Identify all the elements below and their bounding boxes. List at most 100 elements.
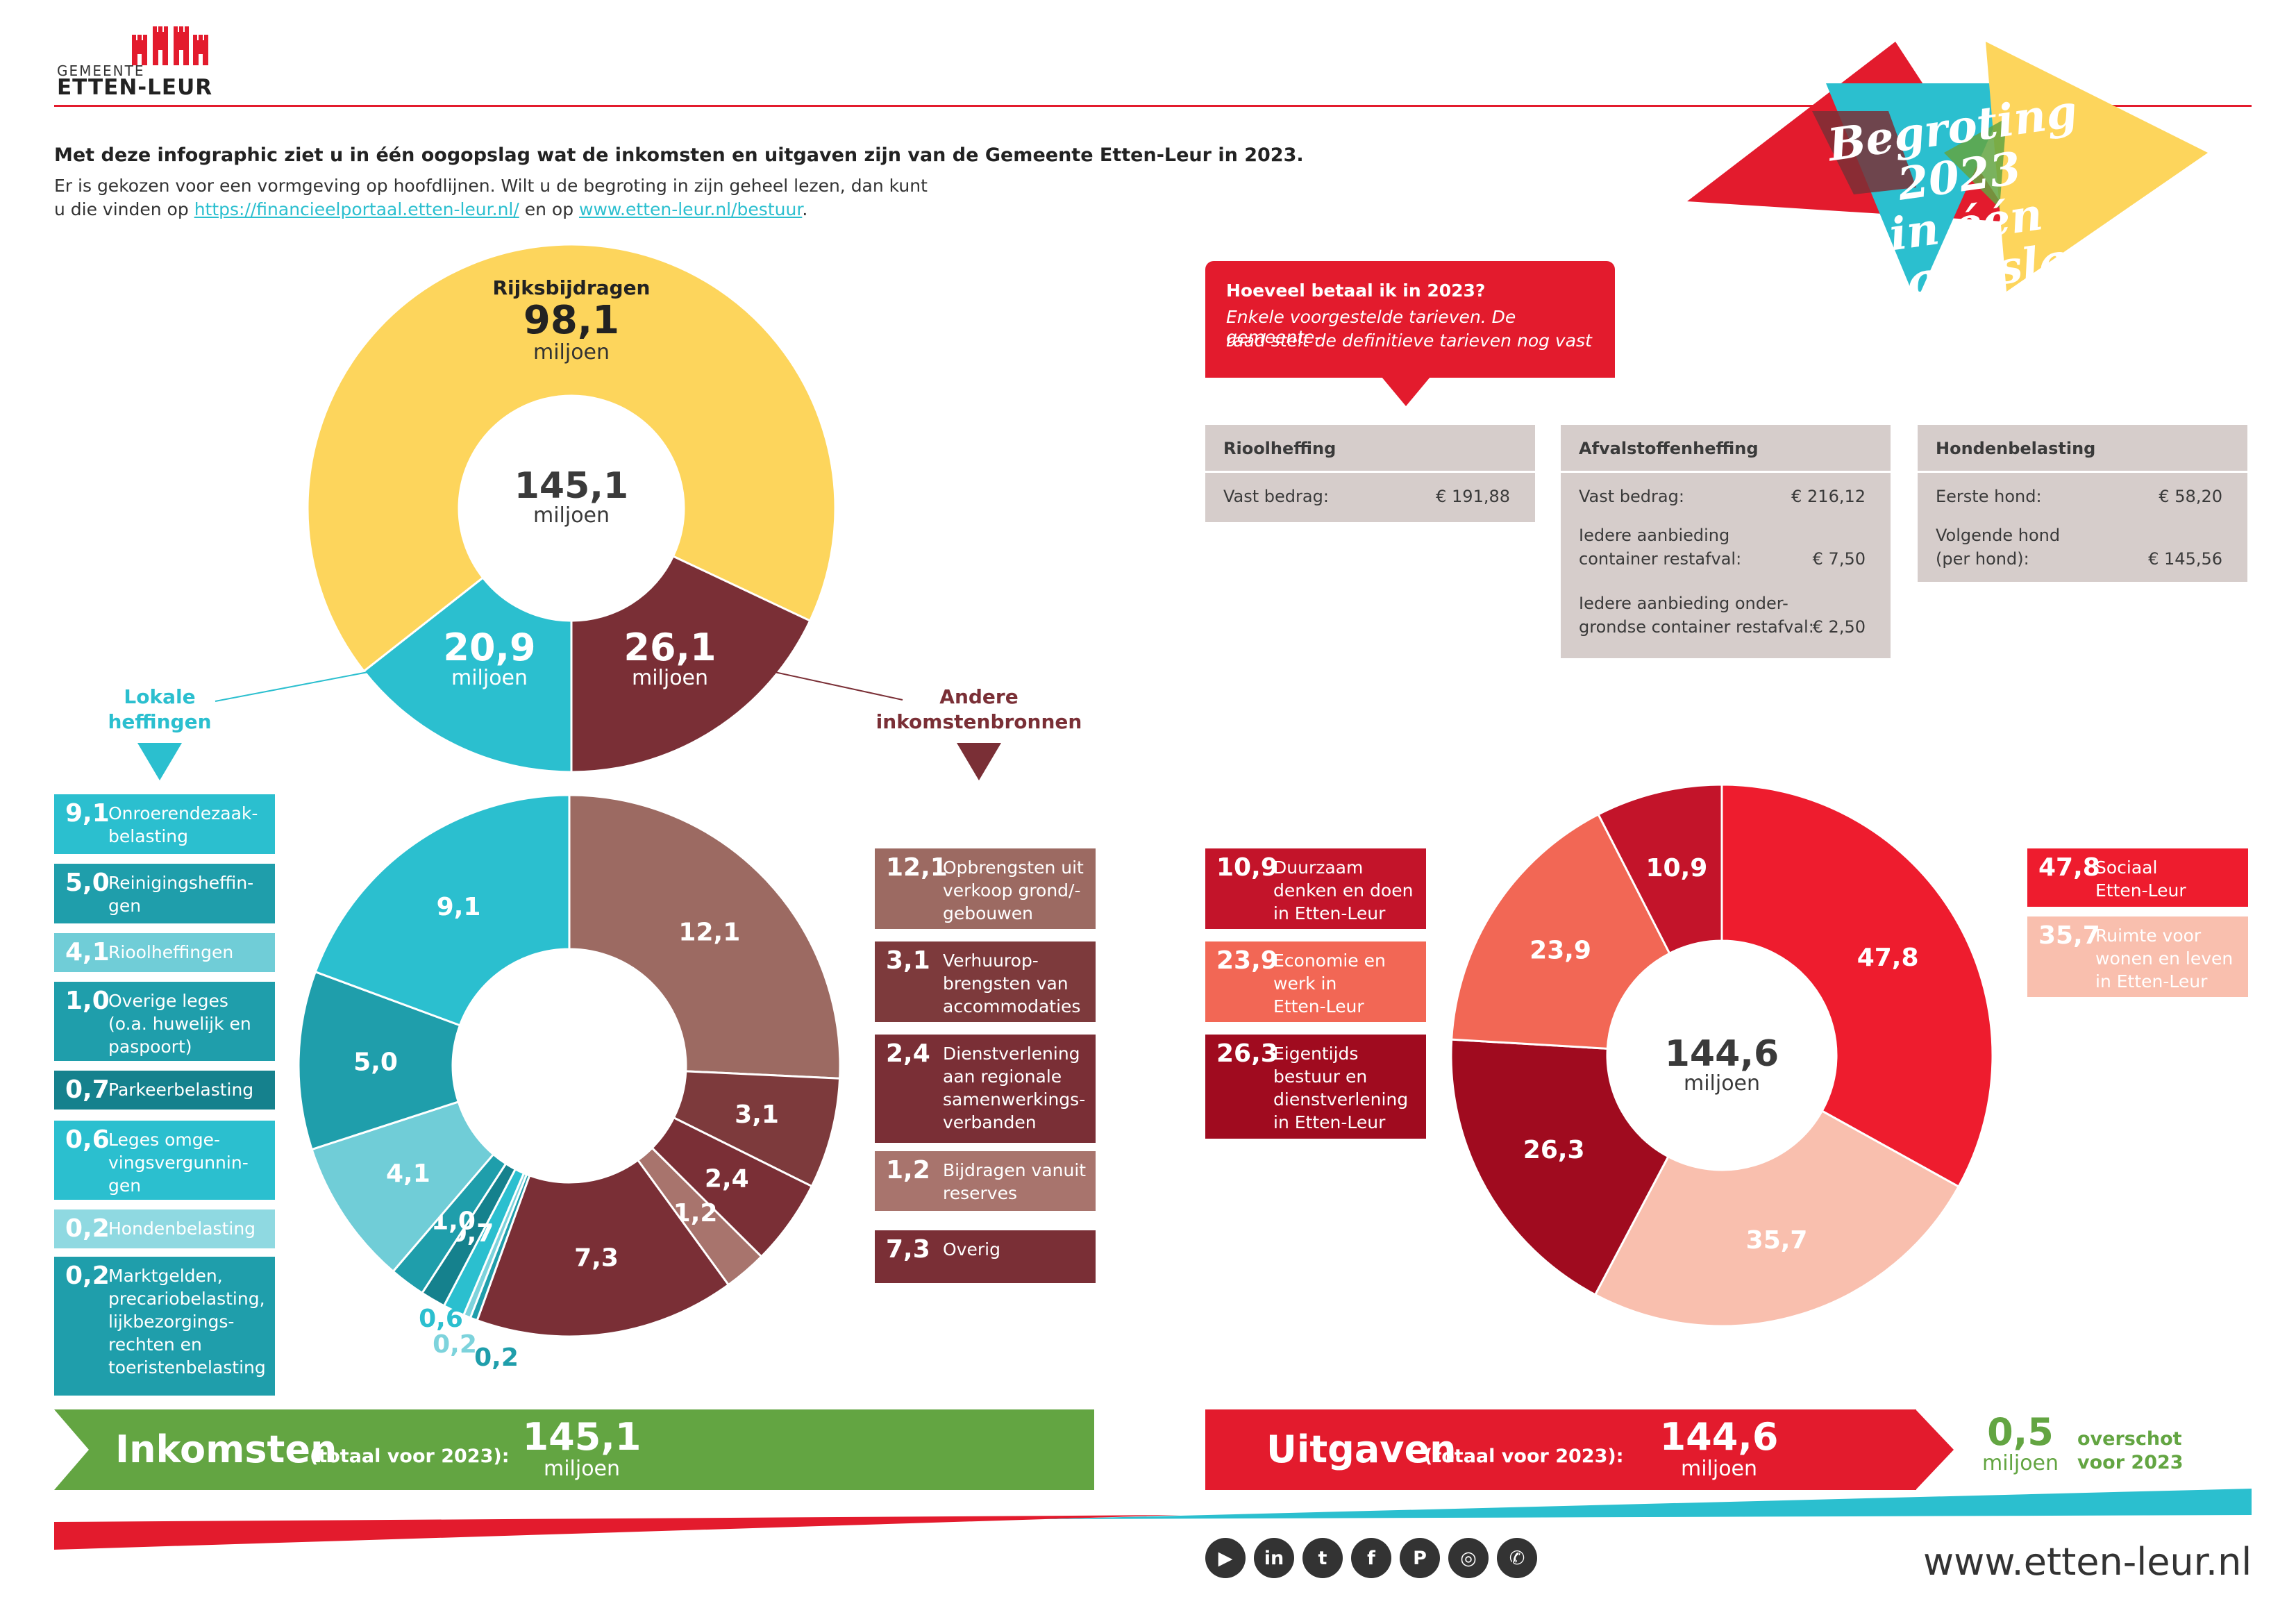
intro-line-3: u die vinden op https://financieelportaa… <box>54 197 807 222</box>
uitgaven-right-value-0: 47,8 <box>2038 853 2100 882</box>
afvalstoffenheffing-header: Afvalstoffenheffing <box>1561 425 1891 473</box>
uitgaven-right-value-1: 35,7 <box>2038 921 2100 950</box>
lokale-item-1: 5,0 Reinigingsheffin-gen <box>54 864 275 923</box>
andere-arrow-icon <box>957 743 1001 780</box>
andere-text-1: Verhuurop-brengsten van accommodaties <box>943 951 1081 1016</box>
overschot-unit: miljoen <box>1981 1451 2059 1475</box>
income-detail-slice-label-12: 9,1 <box>437 893 481 921</box>
income-overview-slice-2 <box>362 576 573 772</box>
afval-row-3-label-2: grondse container restafval: <box>1579 617 1814 637</box>
whatsapp-icon[interactable]: ✆ <box>1497 1538 1537 1578</box>
hondenbelasting-header: Hondenbelasting <box>1918 425 2247 473</box>
afval-row-2: Iedere aanbieding container restafval: €… <box>1579 524 1866 571</box>
expenses-total-value: 144,6 <box>1664 1033 1779 1075</box>
income-detail-slice-label-1: 3,1 <box>735 1100 779 1129</box>
top-total-group: 145,1 miljoen <box>467 467 676 526</box>
inkomsten-bar: Inkomsten (totaal voor 2023): 145,1 milj… <box>54 1409 1094 1490</box>
rioolheffing-header: Rioolheffing <box>1205 425 1535 473</box>
lokale-value-3: 1,0 <box>65 987 110 1015</box>
top-total-unit: miljoen <box>533 503 610 528</box>
uitgaven-right-text-0: Sociaal Etten-Leur <box>2095 857 2186 901</box>
uitgaven-left-text-0: Duurzaam denken en doen in Etten-Leur <box>1273 857 1414 923</box>
lokale-value-7: 0,2 <box>65 1262 110 1290</box>
andere-item-1: 3,1 Verhuurop-brengsten van accommodaties <box>875 941 1096 1022</box>
expenses-slice-label-2: 26,3 <box>1523 1136 1585 1164</box>
andere-total-value: 26,1 <box>623 626 717 669</box>
footer-url[interactable]: www.etten-leur.nl <box>1923 1540 2252 1584</box>
lokale-text-3: Overige leges (o.a. huwelijk en paspoort) <box>108 991 251 1057</box>
bestuur-link[interactable]: www.etten-leur.nl/bestuur <box>579 199 803 219</box>
lokale-value-1: 5,0 <box>65 869 110 897</box>
hondenbelasting-box: Hondenbelasting Eerste hond: € 58,20 Vol… <box>1918 425 2247 582</box>
lokale-value-0: 9,1 <box>65 799 110 828</box>
lokale-value-2: 4,1 <box>65 938 110 966</box>
financieel-portaal-link[interactable]: https://financieelportaal.etten-leur.nl/ <box>194 199 519 219</box>
castle-logo-icon <box>132 26 208 65</box>
uitgaven-label: Uitgaven <box>1266 1428 1457 1471</box>
facebook-icon[interactable]: f <box>1351 1538 1391 1578</box>
top-total-value: 145,1 <box>514 465 629 507</box>
instagram-icon[interactable]: ◎ <box>1448 1538 1489 1578</box>
logo-small-text: GEMEENTE <box>57 62 145 79</box>
rijksbijdragen-value: 98,1 <box>523 298 620 343</box>
expenses-total-unit: miljoen <box>1683 1071 1761 1096</box>
overschot-value: 0,5 <box>1987 1410 2054 1454</box>
lokale-total-group: 20,9 miljoen <box>403 628 576 689</box>
andere-value-2: 2,4 <box>886 1039 930 1068</box>
lokale-item-4: 0,7 Parkeerbelasting <box>54 1071 275 1110</box>
expenses-slice-0 <box>1720 783 1994 1189</box>
andere-text-4: Overig <box>943 1239 1000 1259</box>
lokale-value-5: 0,6 <box>65 1125 110 1154</box>
afvalstoffenheffing-box: Afvalstoffenheffing Vast bedrag: € 216,1… <box>1561 425 1891 658</box>
lokale-arrow-icon <box>137 743 182 780</box>
income-detail-slice-label-5: 0,2 <box>474 1343 519 1372</box>
andere-text-3: Bijdragen vanuit reserves <box>943 1160 1087 1203</box>
afval-row-3-label-1: Iedere aanbieding onder- <box>1579 594 1788 613</box>
youtube-icon[interactable]: ▶ <box>1205 1538 1246 1578</box>
banner-graphic <box>1687 42 2208 292</box>
uitgaven-sub: (totaal voor 2023): <box>1424 1446 1624 1467</box>
uitgaven-bar: Uitgaven (totaal voor 2023): 144,6 miljo… <box>1205 1409 1916 1490</box>
inkomsten-unit: miljoen <box>543 1457 621 1481</box>
pinterest-icon[interactable]: P <box>1400 1538 1440 1578</box>
intro-line-2: Er is gekozen voor een vormgeving op hoo… <box>54 176 928 196</box>
andere-text-2: Dienstverlening aan regionale samenwerking… <box>943 1044 1086 1132</box>
afval-row-2-label-2: container restafval: <box>1579 549 1742 569</box>
lokale-text-1: Reinigingsheffin-gen <box>108 873 254 916</box>
connector-lines <box>137 671 1001 780</box>
andere-item-2: 2,4 Dienstverlening aan regionale samenwerk… <box>875 1035 1096 1143</box>
afval-row-1-value: € 216,12 <box>1791 487 1866 506</box>
rioolheffing-box: Rioolheffing Vast bedrag: € 191,88 <box>1205 425 1535 522</box>
intro-heading: Met deze infographic ziet u in één oogop… <box>54 144 1304 166</box>
overschot-text-2: voor 2023 <box>2077 1452 2184 1473</box>
uitgaven-left-value-2: 26,3 <box>1216 1039 1278 1068</box>
uitgaven-left-text-2: Eigentijds bestuur en dienstverlening in Et… <box>1273 1044 1409 1132</box>
expenses-slice-4 <box>1597 783 1723 955</box>
lokale-item-7: 0,2 Marktgelden, precariobelasting, lijkbez… <box>54 1257 275 1396</box>
income-overview-slice-0 <box>308 244 835 673</box>
lokale-text-6: Hondenbelasting <box>108 1219 256 1239</box>
tarieven-subtitle-1: Enkele voorgestelde tarieven. De gemeent… <box>1226 307 1516 347</box>
rijksbijdragen-unit: miljoen <box>533 340 610 365</box>
andere-item-0: 12,1 Opbrengsten uit verkoop grond/- gebouw… <box>875 848 1096 929</box>
expenses-slice-label-4: 10,9 <box>1645 854 1707 882</box>
linkedin-icon[interactable]: in <box>1254 1538 1294 1578</box>
overschot-text-1: overschot <box>2077 1428 2182 1450</box>
inkomsten-value: 145,1 <box>522 1415 642 1459</box>
uitgaven-left-text-1: Economie en werk in Etten-Leur <box>1273 951 1386 1016</box>
honden-row-2: Volgende hond (per hond): € 145,56 <box>1936 524 2222 571</box>
income-detail-slice-4 <box>476 1158 730 1338</box>
andere-value-1: 3,1 <box>886 946 930 975</box>
income-detail-slice-label-4: 7,3 <box>574 1244 619 1272</box>
twitter-icon[interactable]: t <box>1302 1538 1343 1578</box>
income-detail-donut: 12,13,12,41,27,30,20,20,60,71,04,15,09,1 <box>297 794 841 1372</box>
income-detail-slice-label-0: 12,1 <box>678 918 740 946</box>
rijksbijdragen-name: Rijksbijdragen <box>492 276 651 299</box>
intro-line-3-a: u die vinden op <box>54 199 194 219</box>
intro-line-3-c: . <box>802 199 808 219</box>
income-detail-slice-label-10: 4,1 <box>386 1160 430 1188</box>
honden-row-2-value: € 145,56 <box>2148 549 2222 569</box>
expenses-slice-3 <box>1450 812 1671 1050</box>
andere-item-3: 1,2 Bijdragen vanuit reserves <box>875 1151 1096 1211</box>
lokale-value-4: 0,7 <box>65 1075 110 1104</box>
